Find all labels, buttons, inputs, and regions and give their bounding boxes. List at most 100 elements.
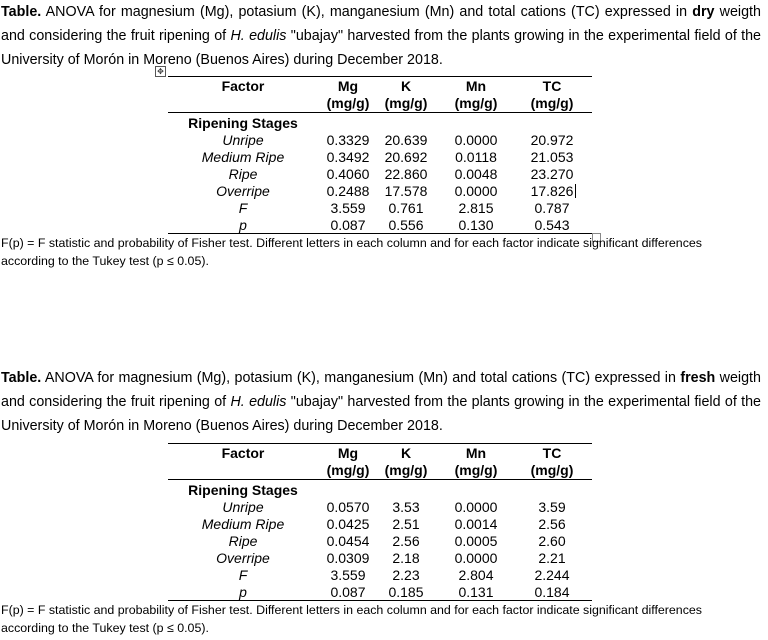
- table1-row-label: Ripe: [228, 166, 258, 182]
- table1-row-label: F: [238, 200, 248, 216]
- table2-header-mg-unit: (mg/g): [326, 461, 370, 478]
- table1-caption-weight-type: dry: [692, 4, 715, 20]
- table2-body: Ripening Stages Unripe 0.0570 3.53 0.000…: [168, 480, 592, 600]
- table1-group-label: Ripening Stages: [188, 115, 298, 131]
- table1-caption-species: H. edulis: [230, 28, 287, 44]
- table1: Factor Mg (mg/g) K (mg/g) Mn (mg/g) TC (…: [168, 76, 592, 234]
- table1-cell: 20.639: [384, 132, 428, 148]
- table1-body: Ripening Stages Unripe 0.3329 20.639 0.0…: [168, 113, 592, 233]
- table1-header-mg-unit: (mg/g): [326, 94, 370, 111]
- table1-cell: 0.543: [534, 217, 570, 233]
- table2-cell: 3.559: [330, 567, 366, 583]
- table2-cell: 2.56: [538, 516, 566, 532]
- table2-cell: 2.804: [458, 567, 494, 583]
- table2-cell: 3.59: [538, 499, 566, 515]
- table1-cell: 0.0048: [454, 166, 498, 182]
- table1-cell: 0.556: [388, 217, 424, 233]
- table1-header: Factor Mg (mg/g) K (mg/g) Mn (mg/g) TC (…: [168, 77, 592, 112]
- table1-cell: 0.3492: [326, 149, 370, 165]
- table1-cell: 0.0118: [455, 149, 497, 165]
- table1-footnote-line2: according to the Tukey test (p ≤ 0.05).: [1, 254, 209, 268]
- table2-header-tc-unit: (mg/g): [530, 461, 574, 478]
- table1-caption: Table. ANOVA for magnesium (Mg), potasiu…: [1, 0, 761, 72]
- table2-row-label: F: [238, 567, 248, 583]
- table2-caption-species: H. edulis: [230, 394, 287, 410]
- table-move-handle-icon[interactable]: ✥: [155, 66, 166, 77]
- table1-header-mg: Mg: [337, 78, 359, 94]
- table2-cell: 2.60: [538, 533, 566, 549]
- table2-cell: 2.51: [392, 516, 420, 532]
- table1-row-label: Overripe: [216, 183, 270, 199]
- table2-caption-pre: ANOVA for magnesium (Mg), potasium (K), …: [41, 370, 681, 386]
- table2-footnote-line2: according to the Tukey test (p ≤ 0.05).: [1, 621, 209, 635]
- table1-cell: 0.087: [330, 217, 366, 233]
- table1-cell: 2.815: [458, 200, 494, 216]
- table2-row-label: Overripe: [216, 550, 270, 566]
- table2-row-label: p: [239, 584, 247, 600]
- table2-cell: 0.0309: [326, 550, 370, 566]
- table2-caption-label: Table.: [1, 370, 42, 386]
- table1-cell: 0.787: [534, 200, 570, 216]
- table2-cell: 2.244: [534, 567, 570, 583]
- table1-cell: 20.972: [530, 132, 574, 148]
- table2-cell: 0.131: [458, 584, 494, 600]
- table2-cell: 0.0005: [454, 533, 498, 549]
- table1-header-tc: TC: [542, 78, 562, 94]
- table1-caption-post: "ubajay" harvested from the plants growi…: [1, 28, 762, 68]
- table2-cell: 0.0000: [454, 499, 498, 515]
- table2-header-mn: Mn: [465, 445, 487, 461]
- table2-cell: 0.0014: [454, 516, 498, 532]
- table2-row-label: Ripe: [228, 533, 258, 549]
- table1-row-label: p: [239, 217, 247, 233]
- table2-cell: 0.0000: [454, 550, 498, 566]
- table2-header-k-unit: (mg/g): [384, 461, 428, 478]
- table2-header-mn-unit: (mg/g): [454, 461, 498, 478]
- table-resize-handle-icon[interactable]: [592, 233, 601, 242]
- table2-header-mg: Mg: [337, 445, 359, 461]
- table2-cell: 2.18: [392, 550, 420, 566]
- table1-footnote: F(p) = F statistic and probability of Fi…: [1, 234, 761, 270]
- table1-caption-pre: ANOVA for magnesium (Mg), potasium (K), …: [41, 4, 693, 20]
- table1-header-tc-unit: (mg/g): [530, 94, 574, 111]
- table1-cell: 0.761: [388, 200, 424, 216]
- table2: Factor Mg (mg/g) K (mg/g) Mn (mg/g) TC (…: [168, 443, 592, 601]
- table1-row-label: Unripe: [222, 132, 264, 148]
- table1-caption-mid: weigth and considering the fruit ripenin…: [1, 4, 761, 44]
- table1-cell: 17.578: [384, 183, 428, 199]
- table2-caption: Table. ANOVA for magnesium (Mg), potasiu…: [1, 366, 761, 438]
- table1-cell: 0.130: [458, 217, 494, 233]
- table1-header-k-unit: (mg/g): [384, 94, 428, 111]
- table2-header-tc: TC: [542, 445, 562, 461]
- table2-header-k: K: [400, 445, 412, 461]
- table2-cell: 0.0425: [326, 516, 370, 532]
- table2-group-label: Ripening Stages: [188, 482, 298, 498]
- table2-cell: 3.53: [392, 499, 420, 515]
- table1-footnote-line1: F(p) = F statistic and probability of Fi…: [1, 236, 702, 250]
- table1-header-k: K: [400, 78, 412, 94]
- table1-cell: 22.860: [384, 166, 428, 182]
- table2-caption-mid: weigth and considering the fruit ripenin…: [1, 370, 761, 410]
- table2-footnote: F(p) = F statistic and probability of Fi…: [1, 601, 761, 637]
- table1-cell: 17.826: [530, 183, 574, 199]
- table1-row-label: Medium Ripe: [201, 149, 285, 165]
- table2-cell: 2.21: [538, 550, 566, 566]
- table1-cell: 0.0000: [454, 132, 498, 148]
- text-cursor: [575, 184, 576, 198]
- table2-footnote-line1: F(p) = F statistic and probability of Fi…: [1, 603, 702, 617]
- table1-cell: 0.2488: [326, 183, 370, 199]
- table2-row-label: Unripe: [222, 499, 264, 515]
- table2-caption-weight-type: fresh: [680, 370, 716, 386]
- table2-cell: 0.0454: [326, 533, 370, 549]
- table1-cell: 0.4060: [326, 166, 370, 182]
- table1-header-mn: Mn: [465, 78, 487, 94]
- table2-cell: 0.0570: [326, 499, 370, 515]
- table1-cell: 20.692: [384, 149, 428, 165]
- table2-caption-post: "ubajay" harvested from the plants growi…: [1, 394, 762, 434]
- table2-cell: 2.56: [392, 533, 420, 549]
- table1-cell: 0.3329: [326, 132, 370, 148]
- table2-cell: 0.185: [388, 584, 424, 600]
- table2-cell: 2.23: [392, 567, 420, 583]
- table2-header: Factor Mg (mg/g) K (mg/g) Mn (mg/g) TC (…: [168, 444, 592, 479]
- table2-cell: 0.184: [534, 584, 570, 600]
- table1-cell: 23.270: [530, 166, 574, 182]
